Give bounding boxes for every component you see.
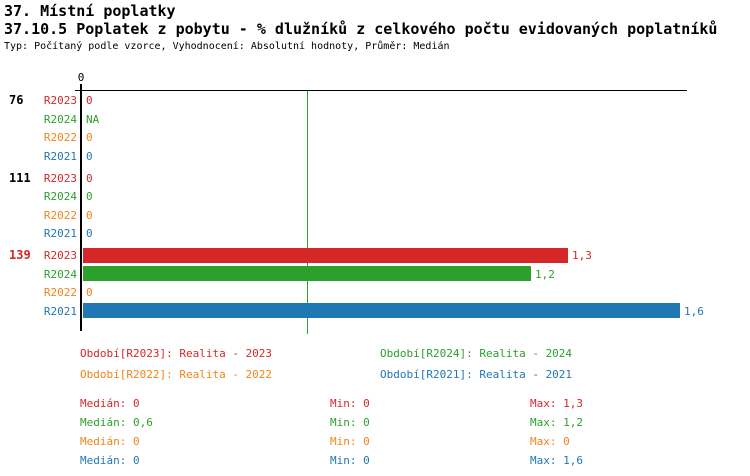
- stat-median: Medián: 0: [80, 454, 140, 467]
- legend-item: Období[R2024]: Realita - 2024: [380, 347, 573, 360]
- report-subtitle: 37.10.5 Poplatek z pobytu - % dlužníků z…: [4, 20, 718, 38]
- legend-item: Období[R2021]: Realita - 2021: [380, 368, 573, 381]
- value-label: 1,3: [572, 249, 592, 262]
- axis-origin-label: 0: [77, 71, 85, 84]
- series-label: R2024: [43, 113, 77, 126]
- value-label: 1,2: [535, 268, 555, 281]
- group-label: 139: [9, 248, 31, 262]
- value-label: 0: [86, 150, 93, 163]
- value-label: 0: [86, 209, 93, 222]
- series-label: R2023: [43, 94, 77, 107]
- series-label: R2024: [43, 268, 77, 281]
- report-meta: Typ: Počítaný podle vzorce, Vyhodnocení:…: [4, 41, 450, 52]
- group-label: 76: [9, 93, 24, 107]
- stat-max: Max: 0: [530, 435, 570, 448]
- stat-max: Max: 1,3: [530, 397, 583, 410]
- series-label: R2021: [43, 227, 77, 240]
- stat-max: Max: 1,6: [530, 454, 583, 467]
- stat-min: Min: 0: [330, 416, 370, 429]
- stat-min: Min: 0: [330, 454, 370, 467]
- series-label: R2021: [43, 150, 77, 163]
- legend-item: Období[R2022]: Realita - 2022: [80, 368, 273, 381]
- value-label: NA: [86, 113, 100, 126]
- value-label: 1,6: [684, 305, 704, 318]
- value-axis-line: [80, 84, 82, 331]
- median-marker-line: [307, 91, 308, 334]
- stat-max: Max: 1,2: [530, 416, 583, 429]
- top-axis-line: [75, 90, 687, 91]
- series-label: R2023: [43, 172, 77, 185]
- legend-item: Období[R2023]: Realita - 2023: [80, 347, 273, 360]
- value-label: 0: [86, 286, 93, 299]
- bar: [83, 303, 680, 318]
- stat-min: Min: 0: [330, 435, 370, 448]
- bar: [83, 266, 531, 281]
- series-label: R2022: [43, 131, 77, 144]
- bar: [83, 248, 568, 263]
- series-label: R2023: [43, 249, 77, 262]
- group-label: 111: [9, 171, 31, 185]
- stat-median: Medián: 0: [80, 435, 140, 448]
- series-label: R2021: [43, 305, 77, 318]
- value-label: 0: [86, 172, 93, 185]
- stat-median: Medián: 0,6: [80, 416, 153, 429]
- value-label: 0: [86, 131, 93, 144]
- series-label: R2022: [43, 209, 77, 222]
- stat-median: Medián: 0: [80, 397, 140, 410]
- series-label: R2022: [43, 286, 77, 299]
- value-label: 0: [86, 227, 93, 240]
- stat-min: Min: 0: [330, 397, 370, 410]
- series-label: R2024: [43, 190, 77, 203]
- value-label: 0: [86, 190, 93, 203]
- value-label: 0: [86, 94, 93, 107]
- report-title: 37. Místní poplatky: [4, 2, 176, 20]
